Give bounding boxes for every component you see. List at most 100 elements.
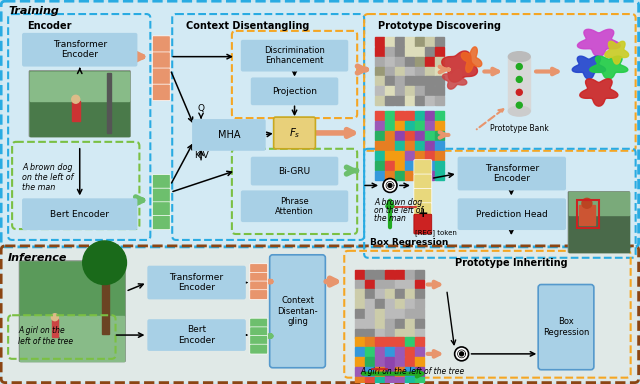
Bar [415, 141, 424, 150]
Bar [425, 151, 434, 160]
Text: Inference: Inference [8, 253, 67, 263]
Bar [365, 280, 374, 288]
FancyBboxPatch shape [241, 40, 348, 71]
Bar [415, 111, 424, 120]
Bar [395, 141, 404, 150]
Bar [415, 161, 424, 170]
Bar [425, 37, 434, 46]
Text: the man: the man [374, 214, 406, 223]
Bar [569, 192, 628, 252]
FancyBboxPatch shape [414, 189, 432, 204]
FancyBboxPatch shape [250, 344, 268, 354]
Bar [355, 377, 364, 384]
Bar [435, 151, 444, 160]
FancyBboxPatch shape [414, 160, 432, 175]
Bar [405, 300, 414, 308]
FancyBboxPatch shape [152, 52, 170, 68]
Text: Box
Regression: Box Regression [543, 318, 589, 337]
Bar [395, 76, 404, 85]
Bar [385, 141, 394, 150]
FancyBboxPatch shape [152, 175, 170, 189]
Bar [375, 367, 384, 376]
Bar [435, 86, 444, 95]
Bar [405, 367, 414, 376]
Bar [385, 161, 394, 170]
Bar [425, 141, 434, 150]
Bar [30, 101, 129, 136]
Bar [72, 101, 80, 121]
Bar [395, 111, 404, 120]
Polygon shape [589, 56, 628, 79]
Text: Context Disentangling: Context Disentangling [186, 21, 310, 31]
Bar [405, 76, 414, 85]
Bar [395, 121, 404, 130]
FancyBboxPatch shape [22, 33, 138, 66]
Bar [375, 76, 384, 85]
Bar [415, 290, 424, 298]
Bar [102, 265, 109, 334]
Bar [415, 357, 424, 366]
Bar [385, 357, 394, 366]
FancyBboxPatch shape [152, 36, 170, 52]
Bar [385, 309, 394, 318]
Bar [508, 57, 530, 111]
Bar [425, 96, 434, 105]
Bar [385, 57, 394, 66]
Bar [415, 37, 424, 46]
Bar [405, 329, 414, 338]
Bar [375, 57, 384, 66]
Bar [405, 309, 414, 318]
Bar [395, 347, 404, 356]
Bar [385, 347, 394, 356]
Text: Bert
Encoder: Bert Encoder [178, 325, 215, 345]
Bar [375, 300, 384, 308]
Bar [395, 300, 404, 308]
Bar [385, 300, 394, 308]
Bar [577, 200, 599, 228]
Text: Transformer
Encoder: Transformer Encoder [170, 273, 223, 292]
Bar [415, 66, 424, 76]
Bar [395, 151, 404, 160]
Polygon shape [461, 47, 482, 73]
Bar [375, 111, 384, 120]
Circle shape [516, 76, 522, 83]
Polygon shape [442, 70, 467, 89]
Bar [355, 329, 364, 338]
Bar [395, 357, 404, 366]
Bar [375, 337, 384, 346]
Circle shape [72, 95, 80, 103]
Bar [375, 86, 384, 95]
Bar [405, 151, 414, 160]
Bar [385, 47, 394, 56]
FancyBboxPatch shape [250, 318, 268, 328]
Bar [355, 347, 364, 356]
Bar [355, 367, 364, 376]
Bar [569, 192, 628, 215]
Text: Transformer
Encoder: Transformer Encoder [484, 164, 539, 183]
Circle shape [83, 241, 127, 285]
FancyBboxPatch shape [1, 246, 639, 382]
FancyBboxPatch shape [250, 336, 268, 345]
Bar [355, 300, 364, 308]
Polygon shape [605, 41, 628, 64]
Text: Discrimination
Enhancement: Discrimination Enhancement [264, 46, 325, 65]
Bar [405, 141, 414, 150]
Bar [405, 377, 414, 384]
Bar [355, 337, 364, 346]
Bar [20, 262, 125, 316]
Bar [435, 96, 444, 105]
Bar [405, 86, 414, 95]
Bar [355, 309, 364, 318]
Text: Prediction Head: Prediction Head [476, 210, 548, 218]
Bar [425, 86, 434, 95]
Bar [405, 337, 414, 346]
Bar [405, 290, 414, 298]
FancyBboxPatch shape [152, 68, 170, 84]
Text: Training: Training [8, 6, 59, 16]
Bar [385, 280, 394, 288]
Circle shape [51, 314, 58, 321]
Bar [395, 329, 404, 338]
Bar [395, 161, 404, 170]
Text: A girl on the
left of the tree: A girl on the left of the tree [18, 326, 73, 346]
Text: +: + [417, 207, 428, 220]
